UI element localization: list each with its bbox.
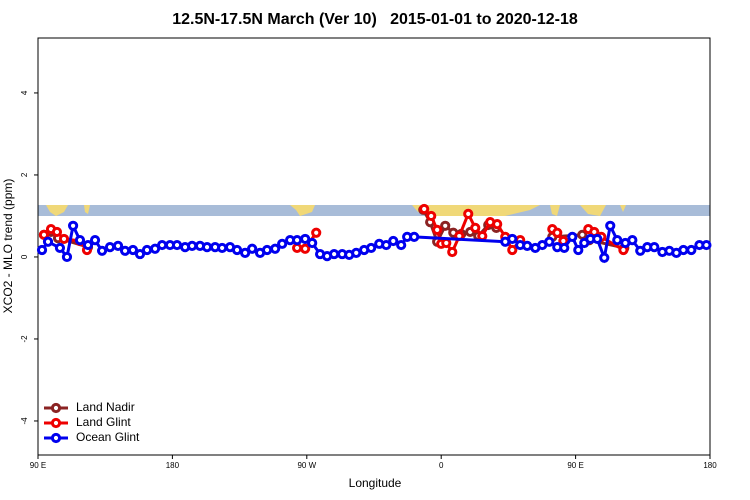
y-tick-label: -4 [20,417,29,425]
point [240,247,251,258]
point [470,222,481,233]
point [686,244,697,256]
chart-title: 12.5N-17.5N March (Ver 10) 2015-01-01 to… [172,11,578,28]
point [54,242,66,254]
point [605,220,616,231]
point [381,239,392,251]
point [477,230,488,242]
point [58,233,70,245]
x-tick-label: 90 E [567,461,583,470]
legend-marker [50,432,62,444]
y-axis-label: XCO2 - MLO trend (ppm) [1,179,15,314]
point [409,231,420,242]
point [552,227,563,238]
y-tick-label: 2 [20,172,29,177]
x-tick-label: 0 [439,461,444,470]
legend-label: Ocean Glint [76,430,140,444]
point [300,243,311,254]
y-tick-label: 4 [20,90,29,95]
y-tick-label: 0 [20,254,29,259]
point [463,208,474,220]
point [156,239,168,251]
point [366,242,377,254]
point [89,235,101,246]
point [74,235,86,246]
point [96,245,108,256]
point [612,235,623,246]
point [507,244,518,256]
point [201,242,213,253]
point [38,229,50,240]
point [261,244,273,256]
point [67,220,79,231]
point [426,210,437,222]
point [231,244,243,256]
point [441,237,452,249]
point [187,240,198,251]
x-tick-label: 180 [166,461,180,470]
point [492,219,503,230]
point [351,247,362,258]
x-tick-label: 90 E [30,461,46,470]
point [134,248,146,260]
point [112,240,124,251]
point [291,242,303,254]
point [573,244,584,256]
map-strip [38,205,710,216]
point [141,244,153,256]
point [127,244,139,256]
point [36,244,48,256]
point [307,237,318,249]
point [559,242,570,254]
point [522,240,533,251]
point [61,251,73,263]
point [701,239,712,251]
point [649,242,660,253]
point [599,252,610,263]
point [627,235,638,246]
y-tick-label: -2 [20,335,29,343]
point [42,236,54,247]
point [217,242,228,254]
point [544,236,555,247]
point [104,242,116,253]
point [678,244,689,256]
point [119,245,131,256]
point [419,203,430,215]
x-tick-label: 180 [703,461,717,470]
point [171,239,183,251]
point [329,248,340,260]
point [507,233,518,245]
point [291,235,303,246]
point [82,239,94,251]
point [300,233,311,245]
point [277,238,288,249]
point [51,226,63,238]
x-tick-label: 90 W [297,461,316,470]
point [447,246,458,258]
point [432,224,443,235]
legend-marker [50,402,62,414]
point [247,243,258,254]
point [567,231,578,242]
point [388,235,399,247]
legend-label: Land Glint [76,415,131,429]
point [311,227,322,238]
point [440,220,451,231]
point [396,239,407,251]
point [592,233,603,245]
point [270,243,281,254]
legend-marker [50,417,62,429]
x-axis-label: Longitude [349,476,402,490]
legend-label: Land Nadir [76,400,135,414]
